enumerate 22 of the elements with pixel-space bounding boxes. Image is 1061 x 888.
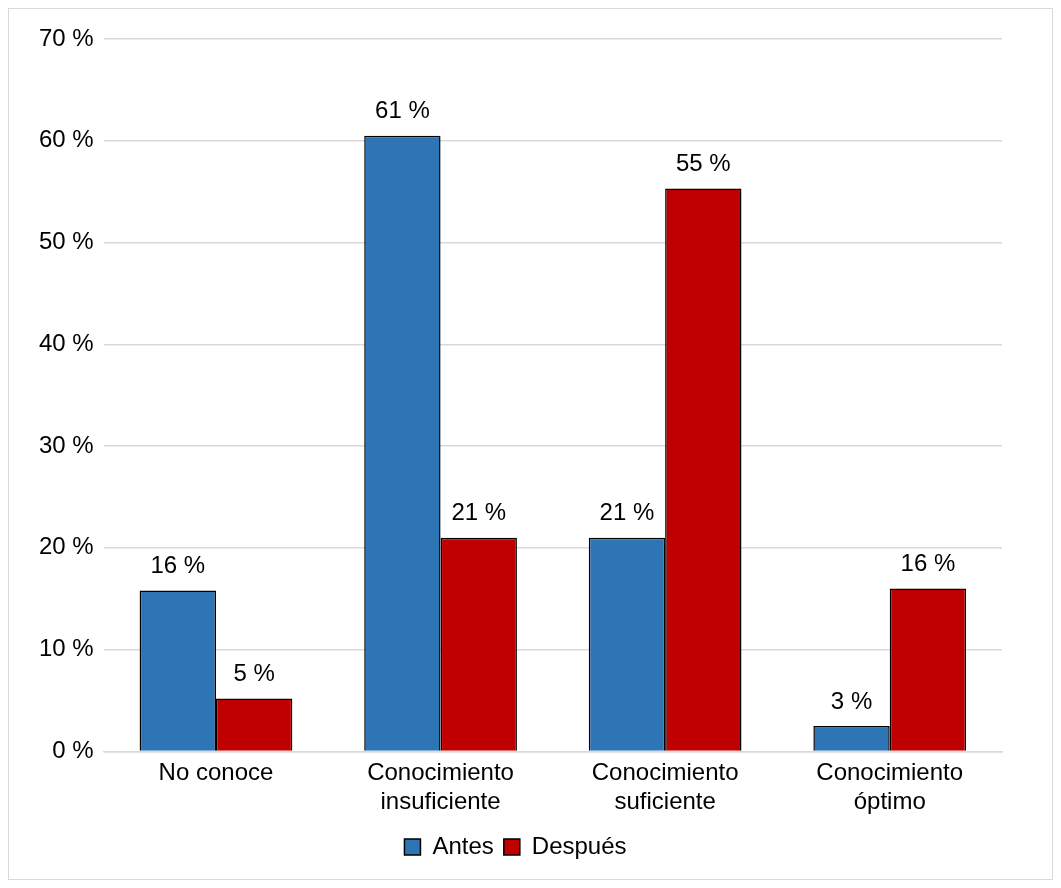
data-label: 55 % <box>675 149 731 177</box>
legend-label: Antes <box>432 831 494 859</box>
x-tick-label: Conocimiento insuficiente <box>367 758 514 815</box>
y-tick-label: 70 % <box>39 23 94 51</box>
y-tick-label: 30 % <box>39 430 94 458</box>
y-tick-label: 40 % <box>39 328 94 356</box>
legend-label: Después <box>531 831 627 859</box>
data-label: 21 % <box>599 498 655 526</box>
y-tick-label: 0 % <box>52 736 94 764</box>
data-label: 5 % <box>233 659 275 687</box>
y-tick-label: 50 % <box>39 227 94 255</box>
data-label: 61 % <box>375 96 430 124</box>
x-tick-label: Conocimiento suficiente <box>591 758 739 815</box>
y-tick-label: 10 % <box>39 634 94 662</box>
y-tick-label: 20 % <box>39 532 94 560</box>
data-label: 16 % <box>900 549 956 577</box>
data-label: 21 % <box>451 498 507 526</box>
y-tick-label: 60 % <box>39 125 94 153</box>
x-tick-label: No conoce <box>158 758 274 786</box>
data-label: 3 % <box>830 686 873 714</box>
x-tick-label: Conocimiento óptimo <box>816 758 964 815</box>
data-label: 16 % <box>150 551 206 579</box>
